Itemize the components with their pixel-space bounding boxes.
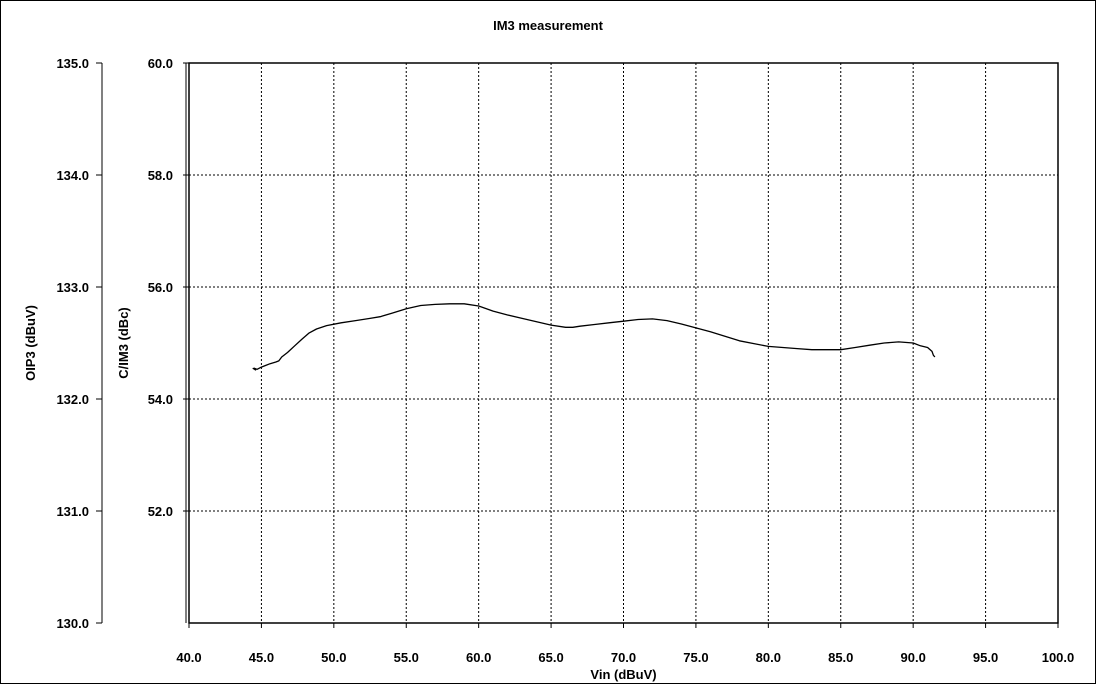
grid-lines bbox=[189, 63, 1058, 623]
x-tick-label: 85.0 bbox=[828, 650, 853, 665]
x-tick-label: 70.0 bbox=[611, 650, 636, 665]
x-tick-label: 50.0 bbox=[321, 650, 346, 665]
y-tick-label: 58.0 bbox=[148, 168, 173, 183]
x-tick-label: 90.0 bbox=[901, 650, 926, 665]
y2-tick-labels: 130.0 131.0 132.0 133.0 134.0 135.0 bbox=[56, 56, 89, 631]
x-tick-label: 65.0 bbox=[538, 650, 563, 665]
plot-area-border bbox=[188, 62, 1059, 624]
x-tick-label: 100.0 bbox=[1042, 650, 1075, 665]
y2-tick-label: 132.0 bbox=[56, 392, 89, 407]
y-tick-label: 60.0 bbox=[148, 56, 173, 71]
y2-axis-title: OIP3 (dBuV) bbox=[23, 305, 38, 381]
series-group bbox=[252, 303, 936, 371]
y-tick-label: 52.0 bbox=[148, 504, 173, 519]
y-axis-title: C/IM3 (dBc) bbox=[116, 307, 131, 379]
series-line bbox=[252, 303, 936, 371]
x-tick-label: 40.0 bbox=[176, 650, 201, 665]
x-tick-label: 75.0 bbox=[683, 650, 708, 665]
y2-tick-label: 135.0 bbox=[56, 56, 89, 71]
y-tick-labels: 52.0 54.0 56.0 58.0 60.0 bbox=[148, 56, 173, 519]
y2-tick-label: 134.0 bbox=[56, 168, 89, 183]
y-tick-label: 56.0 bbox=[148, 280, 173, 295]
axes bbox=[96, 62, 1059, 628]
x-tick-label: 60.0 bbox=[466, 650, 491, 665]
x-tick-label: 80.0 bbox=[756, 650, 781, 665]
x-tick-label: 55.0 bbox=[394, 650, 419, 665]
x-tick-labels: 40.0 45.0 50.0 55.0 60.0 65.0 70.0 75.0 80.0 85.0… bbox=[176, 650, 1074, 665]
y2-tick-label: 131.0 bbox=[56, 504, 89, 519]
y-tick-label: 54.0 bbox=[148, 392, 173, 407]
y2-tick-label: 130.0 bbox=[56, 616, 89, 631]
x-tick-label: 95.0 bbox=[973, 650, 998, 665]
x-axis-title: Vin (dBuV) bbox=[590, 667, 656, 682]
x-tick-label: 45.0 bbox=[249, 650, 274, 665]
chart-title: IM3 measurement bbox=[493, 18, 603, 33]
y2-tick-label: 133.0 bbox=[56, 280, 89, 295]
